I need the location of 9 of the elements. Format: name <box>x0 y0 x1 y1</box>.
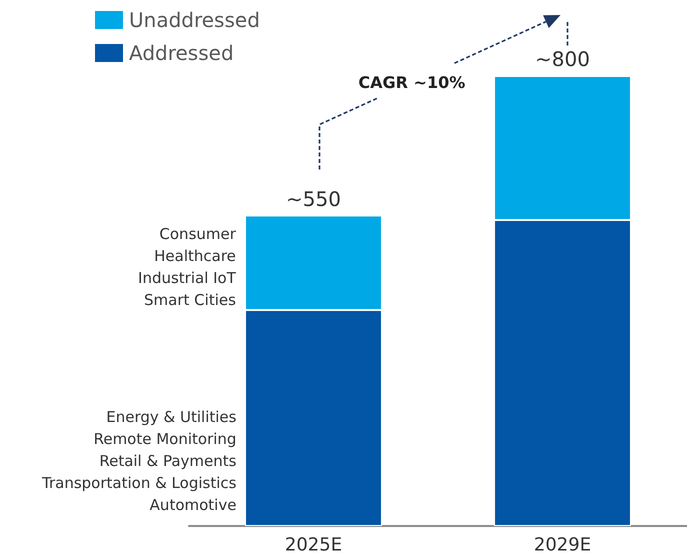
x-tick-label: 2029E <box>534 534 592 556</box>
legend-label: Addressed <box>129 41 234 65</box>
legend-label: Unaddressed <box>129 8 260 32</box>
annotation: Energy & Utilities Remote Monitoring Retail & Payments Transportation & Logistics Automotive <box>42 407 236 516</box>
x-tick-label: 2025E <box>284 534 342 556</box>
annotation: ~800 <box>535 47 590 71</box>
annotation: ~550 <box>286 186 341 210</box>
annotation: CAGR ~10% <box>358 73 466 92</box>
annotation: Consumer Healthcare Industrial IoT Smart Cities <box>138 224 236 310</box>
